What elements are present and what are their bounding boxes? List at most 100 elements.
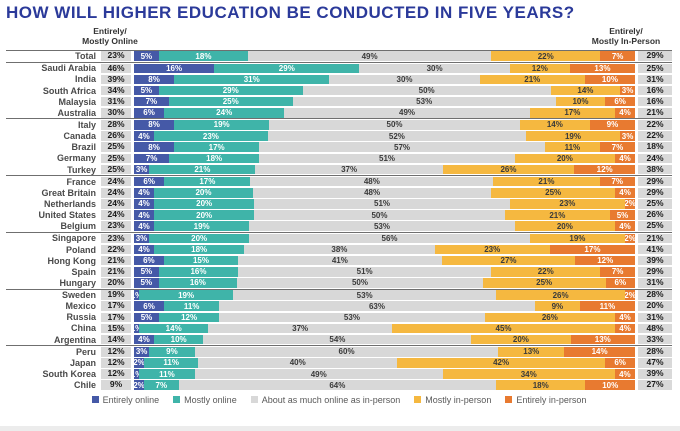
entirely-mostly-in-person-total: 48%	[638, 323, 672, 334]
bar-segment-mostly-online: 25%	[168, 96, 293, 107]
entirely-mostly-online-total: 23%	[101, 51, 131, 61]
bar-segment-entirely-online: 5%	[134, 267, 159, 277]
entirely-mostly-in-person-total: 22%	[638, 120, 672, 130]
bar-segment-mostly-online: 20%	[153, 188, 254, 198]
bar-segment-entirely-in-person: 6%	[605, 96, 636, 107]
row-argentina: Argentina 14% 4% 10% 54% 20% 13% 33%	[6, 334, 672, 345]
row-germany: Germany 25% 7% 18% 51% 20% 4% 24%	[6, 153, 672, 164]
bar-segment-mostly-in-person: 42%	[396, 358, 606, 368]
right-column-header: Entirely/ Mostly In-Person	[576, 26, 676, 47]
row-hong-kong: Hong Kong 21% 6% 15% 41% 27% 12% 39%	[6, 255, 672, 266]
bar-segment-about-as-much-online-as-in-person: 52%	[267, 131, 526, 141]
stacked-bar: 7% 18% 51% 20% 4%	[134, 153, 636, 164]
bar-segment-mostly-online: 18%	[169, 153, 260, 164]
entirely-mostly-online-total: 17%	[101, 301, 131, 311]
bar-segment-entirely-online: 8%	[134, 120, 175, 130]
bar-segment-entirely-in-person: 2%	[625, 199, 636, 209]
stacked-bar: 7% 25% 53% 10% 6%	[134, 96, 636, 107]
country-label: Hungary	[59, 277, 96, 288]
legend-label: About as much online as in-person	[261, 394, 401, 405]
row-belgium: Belgium 23% 4% 19% 53% 20% 4% 25%	[6, 221, 672, 232]
entirely-mostly-in-person-total: 26%	[638, 210, 672, 220]
row-canada: Canada 26% 4% 23% 52% 19% 3% 22%	[6, 131, 672, 142]
bar-segment-about-as-much-online-as-in-person: 51%	[259, 153, 515, 164]
bar-segment-about-as-much-online-as-in-person: 53%	[219, 312, 485, 323]
bar-segment-mostly-in-person: 19%	[525, 131, 621, 141]
table-row: Germany 25% 7% 18% 51% 20% 4% 24%	[6, 153, 672, 164]
entirely-mostly-in-person-total: 29%	[638, 187, 672, 198]
country-label: United States	[38, 210, 96, 221]
bar-segment-entirely-online: 3%	[134, 164, 150, 175]
bar-segment-mostly-in-person: 23%	[434, 244, 550, 255]
bar-segment-entirely-online: 4%	[134, 244, 155, 255]
bar-segment-mostly-online: 19%	[154, 221, 250, 231]
bar-segment-mostly-in-person: 18%	[496, 380, 586, 390]
bar-segment-mostly-in-person: 21%	[479, 74, 585, 85]
bar-segment-mostly-in-person: 26%	[496, 290, 626, 300]
bar-segment-entirely-in-person: 7%	[599, 176, 635, 187]
bar-segment-mostly-in-person: 21%	[504, 210, 610, 220]
stacked-bar: 2%11%40%42%6%	[134, 358, 636, 368]
bar-segment-mostly-in-person: 34%	[442, 369, 615, 379]
left-header-line2: Mostly Online	[82, 36, 138, 47]
entirely-mostly-online-total: 26%	[101, 131, 131, 141]
country-label: Germany	[56, 153, 96, 164]
stacked-bar: 3% 9% 60% 13% 14%	[134, 347, 635, 357]
table-row: Russia 17% 5% 12% 53% 26% 4% 31%	[6, 312, 672, 323]
table-row: Brazil 25% 8% 17% 57% 11% 7% 18%	[6, 142, 672, 153]
entirely-mostly-online-total: 12%	[101, 346, 131, 357]
entirely-mostly-online-total: 24%	[101, 199, 131, 209]
stacked-bar: 4% 19% 53% 20% 4%	[134, 221, 636, 231]
entirely-mostly-in-person-total: 25%	[638, 63, 672, 73]
entirely-mostly-in-person-total: 25%	[638, 199, 672, 209]
row-poland: Poland 22% 4% 18% 38% 23% 17% 41%	[6, 244, 672, 255]
bar-segment-entirely-online: 7%	[134, 96, 169, 107]
table-row: United States 24% 4% 20% 50% 21% 5% 26%	[6, 210, 672, 221]
bar-segment-mostly-online: 17%	[174, 142, 260, 152]
entirely-mostly-online-total: 30%	[101, 107, 131, 118]
entirely-mostly-in-person-total: 21%	[638, 107, 672, 118]
entirely-mostly-online-total: 25%	[101, 153, 131, 164]
bar-segment-entirely-in-person: 7%	[600, 267, 635, 277]
country-label: Sweden	[61, 290, 96, 301]
bar-segment-mostly-in-person: 26%	[442, 164, 575, 175]
entirely-mostly-in-person-total: 25%	[638, 221, 672, 231]
legend-label: Entirely online	[102, 394, 160, 405]
row-united-states: United States 24% 4% 20% 50% 21% 5% 26%	[6, 210, 672, 221]
country-label: Belgium	[60, 221, 96, 232]
stacked-bar: 4% 20% 50% 21% 5%	[134, 210, 635, 220]
bar-segment-mostly-in-person: 17%	[529, 108, 615, 118]
bar-segment-entirely-online: 4%	[134, 210, 155, 220]
country-label: South Africa	[42, 85, 96, 96]
bar-segment-mostly-online: 14%	[138, 323, 209, 334]
table-row: South Korea 12%1%11%49%34%4%39%	[6, 368, 672, 379]
bar-segment-mostly-online: 15%	[163, 255, 239, 266]
bar-segment-mostly-online: 21%	[149, 164, 256, 175]
stacked-bar: 1%19%53%26%2%	[134, 290, 635, 300]
stacked-bar: 1%14%37%45%4%	[134, 323, 635, 334]
bar-segment-mostly-online: 23%	[153, 131, 268, 141]
bar-segment-entirely-in-person: 9%	[589, 120, 635, 130]
table-row: South Africa 34% 5% 29% 50% 14% 3% 16%	[6, 85, 672, 96]
legend-item-about-as-much-online-as-in-person: About as much online as in-person	[250, 394, 401, 405]
table-row: Singapore 23%3%20%56%19%2%21%	[6, 233, 672, 244]
country-label: South Korea	[42, 369, 96, 380]
column-headers: Entirely/ Mostly Online Entirely/ Mostly…	[6, 25, 672, 50]
bar-segment-about-as-much-online-as-in-person: 63%	[219, 301, 535, 311]
row-peru: Peru 12% 3% 9% 60% 13% 14% 28%	[6, 346, 672, 357]
bar-segment-entirely-in-person: 4%	[614, 108, 635, 118]
bar-segment-entirely-in-person: 3%	[620, 85, 635, 96]
bar-segment-about-as-much-online-as-in-person: 37%	[255, 164, 443, 175]
row-south-korea: South Korea 12%1%11%49%34%4%39%	[6, 368, 672, 379]
left-column-header: Entirely/ Mostly Online	[58, 26, 162, 47]
country-label: Saudi Arabia	[41, 63, 96, 74]
row-saudi-arabia: Saudi Arabia 46% 16% 29% 30% 12% 13% 25%	[6, 63, 672, 74]
stacked-bar: 5% 29% 50% 14% 3%	[134, 85, 635, 96]
country-label: Italy	[77, 119, 96, 130]
bar-segment-about-as-much-online-as-in-person: 49%	[248, 51, 492, 61]
bar-segment-entirely-in-person: 10%	[584, 74, 635, 85]
bar-segment-mostly-in-person: 20%	[471, 334, 571, 345]
bar-segment-entirely-in-person: 12%	[574, 164, 636, 175]
bar-segment-entirely-in-person: 4%	[614, 153, 636, 164]
